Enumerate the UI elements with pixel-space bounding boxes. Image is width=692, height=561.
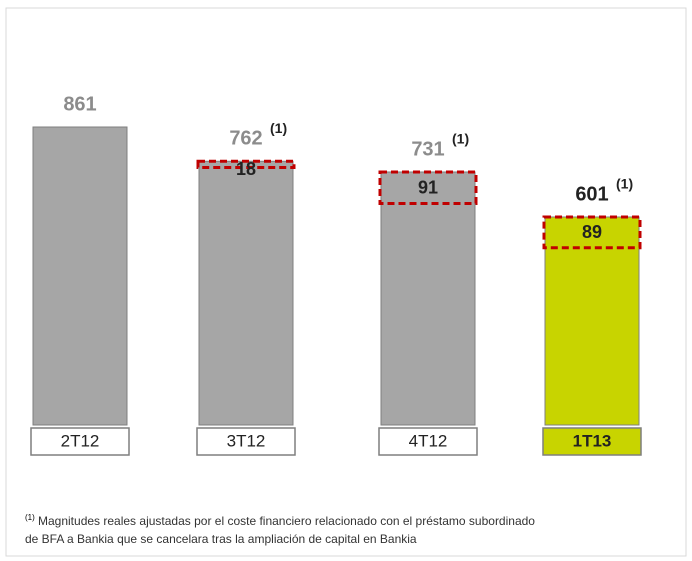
bar — [198, 160, 294, 426]
annotation: (1) — [452, 131, 469, 147]
value-label: 601 — [575, 183, 608, 205]
value-label: 731 — [411, 138, 444, 160]
category-box — [542, 427, 642, 456]
category-box — [30, 427, 130, 456]
highlight-box — [196, 159, 296, 169]
value-label: 762 — [229, 128, 262, 150]
highlight-box — [542, 215, 642, 250]
highlight-label: 91 — [418, 177, 438, 197]
x-tick-label: 3T12 — [227, 431, 266, 450]
annotation: (1) — [270, 120, 287, 136]
bar — [544, 216, 640, 426]
highlight-box — [378, 170, 478, 205]
bar — [380, 171, 476, 426]
footnote-line: de BFA a Bankia que se cancelara tras la… — [25, 532, 417, 546]
footnote-marker: (1) — [25, 513, 35, 522]
category-box — [378, 427, 478, 456]
footnote-line: Magnitudes reales ajustadas por el coste… — [38, 514, 535, 528]
x-tick-label: 1T13 — [573, 431, 612, 450]
category-box — [196, 427, 296, 456]
x-tick-label: 4T12 — [409, 431, 448, 450]
highlight-label: 18 — [236, 159, 256, 179]
annotation: (1) — [616, 176, 633, 192]
value-label: 861 — [63, 93, 96, 115]
highlight-label: 89 — [582, 222, 602, 242]
x-tick-label: 2T12 — [61, 431, 100, 450]
bar — [32, 126, 128, 426]
